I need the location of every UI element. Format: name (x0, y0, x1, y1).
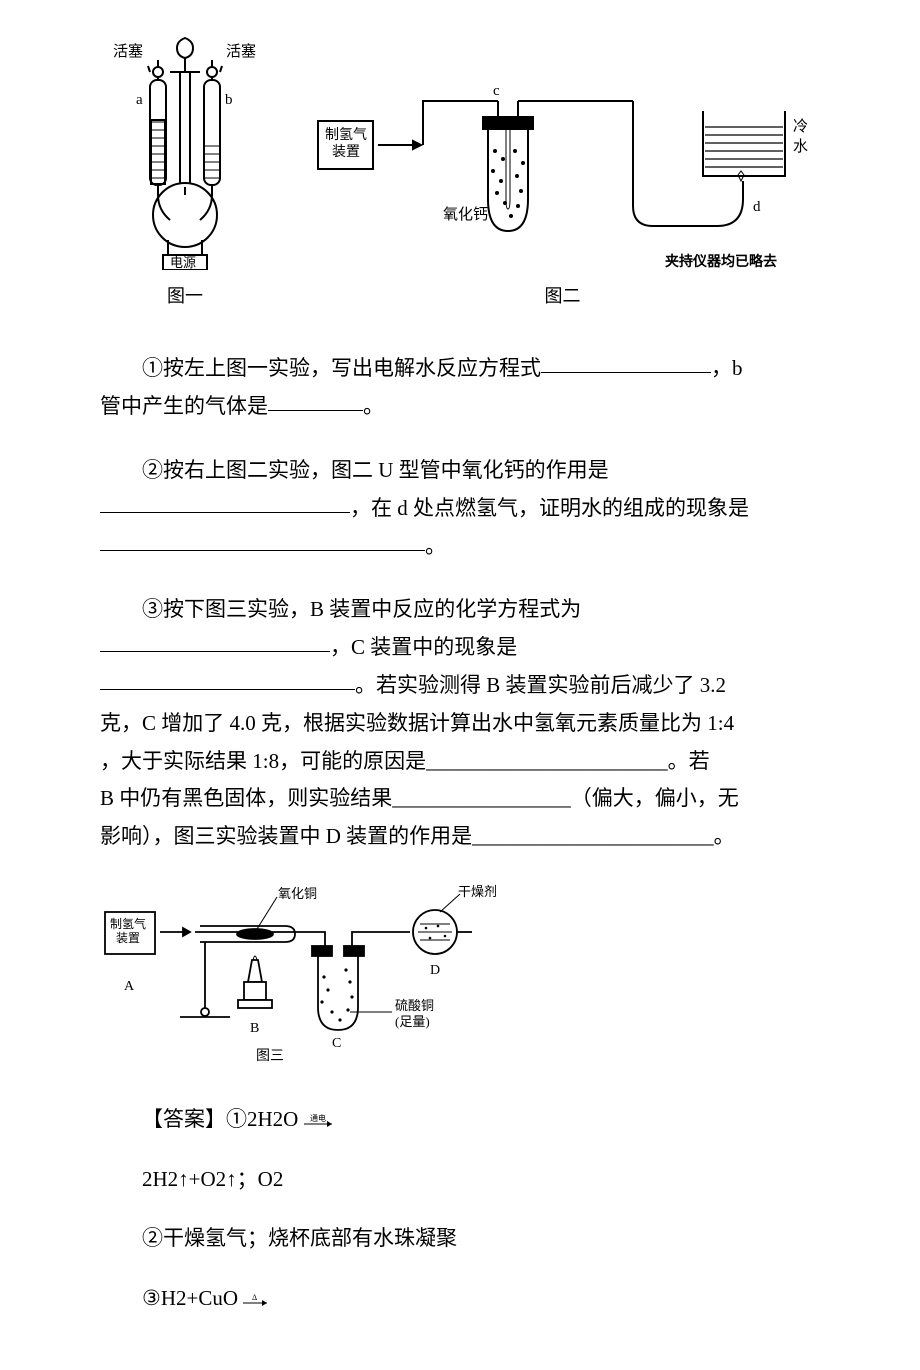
label-h2-box2: 装置 (332, 144, 360, 160)
question-1: ①按左上图一实验，写出电解水反应方程式 ，b 管中产生的气体是 。 (100, 350, 820, 426)
label-b: b (225, 92, 233, 108)
label-c: c (493, 83, 500, 99)
answer-2: ②干燥氢气；烧杯底部有水珠凝聚 (100, 1220, 820, 1258)
label-cao: 氧化钙 (443, 206, 488, 223)
label-cuso4-1: 硫酸铜 (395, 998, 434, 1013)
q3-line7: 影响），图三实验装置中 D 装置的作用是____________________… (100, 824, 735, 848)
label-stopper-l: 活塞 (113, 42, 143, 60)
answer-3-text: ③H2+CuO (142, 1286, 238, 1310)
figure-1: 活塞 活塞 a b 电源 图一 (100, 30, 270, 312)
label-A: A (124, 979, 135, 994)
q1-line2: 管中产生的气体是 (100, 394, 268, 418)
question-3: ③按下图三实验，B 装置中反应的化学方程式为 ，C 装置中的现象是 。若实验测得… (100, 591, 820, 856)
blank-equation (541, 352, 711, 373)
label-stopper-r: 活塞 (226, 42, 256, 60)
label-C: C (332, 1036, 341, 1051)
label-cold2: 水 (793, 138, 808, 155)
label-cuso4-2: (足量) (395, 1014, 430, 1029)
label-clamp-note: 夹持仪器均已略去 (665, 253, 777, 270)
electrolysis-diagram-icon: 活塞 活塞 a b 电源 (100, 30, 270, 270)
label-h2-box: 制氢气 (325, 127, 367, 143)
label-cuo: 氧化铜 (278, 886, 317, 901)
q2-period: 。 (425, 534, 446, 558)
answer-3: ③H2+CuO Δ (100, 1280, 820, 1318)
label-cold1: 冷 (793, 118, 808, 135)
figure-2: 制氢气 装置 c 氧化钙 冷 水 d 夹持仪器均已略去 图二 (305, 81, 820, 312)
experiment-3-icon: 制氢气 装置 A 氧化铜 B C 硫酸铜 (足量) D 干燥剂 图三 (100, 882, 520, 1062)
answer-1-line1: 【答案】①2H2O 通电 (100, 1101, 820, 1139)
label-d: d (753, 199, 761, 215)
figure-3: 制氢气 装置 A 氧化铜 B C 硫酸铜 (足量) D 干燥剂 图三 (100, 882, 820, 1075)
q3-cwm-pre: ，C 装置中的现象是 (330, 635, 517, 659)
answer-header: 【答案】①2H2O (142, 1107, 298, 1131)
q2-lead: ②按右上图二实验，图二 U 型管中氧化钙的作用是 (142, 458, 609, 482)
label-a-box2: 装置 (116, 931, 140, 945)
figure-2-caption: 图二 (545, 280, 581, 312)
q3-line3-tail: 。若实验测得 B 装置实验前后减少了 3.2 (355, 673, 726, 697)
q3-line6: B 中仍有黑色固体，则实验结果_________________（偏大，偏小，无 (100, 786, 739, 810)
figure-3-caption: 图三 (256, 1049, 284, 1062)
q2-tail: ，在 d 处点燃氢气，证明水的组成的现象是 (350, 496, 749, 520)
figure-1-caption: 图一 (167, 280, 203, 312)
blank-b-equation (100, 631, 330, 652)
q3-line5: ，大于实际结果 1:8，可能的原因是______________________… (100, 749, 710, 773)
arrow-heat-icon: Δ (243, 1293, 273, 1307)
blank-c-phenomenon (100, 669, 355, 690)
q1-lead: ①按左上图一实验，写出电解水反应方程式 (142, 356, 541, 380)
label-dry: 干燥剂 (458, 884, 497, 899)
blank-cao-role (100, 492, 350, 513)
arrow-label-3: Δ (252, 1293, 257, 1302)
question-2: ②按右上图二实验，图二 U 型管中氧化钙的作用是 ，在 d 处点燃氢气，证明水的… (100, 452, 820, 565)
arrow-electrolysis-icon: 通电 (304, 1114, 338, 1128)
label-a-box1: 制氢气 (110, 916, 146, 931)
label-D: D (430, 963, 440, 978)
blank-gas-b (268, 390, 363, 411)
q1-period: 。 (363, 394, 384, 418)
q3-lead: ③按下图三实验，B 装置中反应的化学方程式为 (142, 597, 581, 621)
arrow-label-1: 通电 (310, 1114, 326, 1123)
label-a: a (136, 92, 143, 108)
q3-line4: 克，C 增加了 4.0 克，根据实验数据计算出水中氢氧元素质量比为 1:4 (100, 711, 734, 735)
label-power: 电源 (170, 255, 196, 270)
label-B: B (250, 1021, 259, 1036)
answer-1-line2: 2H2↑+O2↑；O2 (100, 1161, 820, 1199)
blank-phenomenon (100, 530, 425, 551)
q1-tail1: ，b (711, 356, 743, 380)
hydrogen-apparatus-icon: 制氢气 装置 c 氧化钙 冷 水 d 夹持仪器均已略去 (313, 81, 813, 286)
figure-row-1: 活塞 活塞 a b 电源 图一 (100, 30, 820, 312)
